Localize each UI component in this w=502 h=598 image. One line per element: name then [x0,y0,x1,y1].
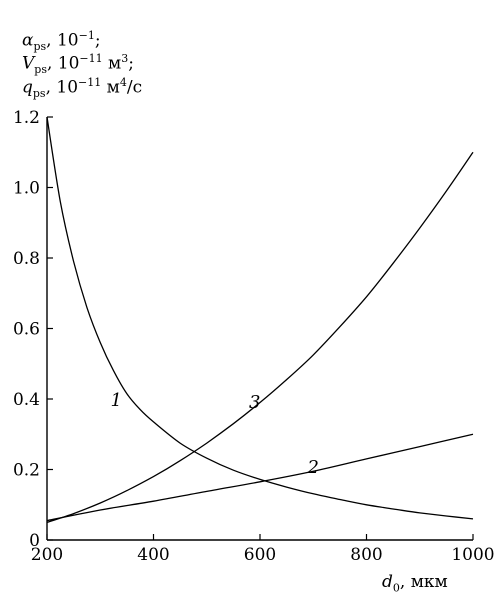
y-axis-label-volume: Vps, 10−11 м3; [22,53,134,75]
xlabel-subscript: 0 [392,581,400,595]
ylabel-symbol: α [22,30,34,51]
xlabel-symbol: d [382,572,393,592]
y-tick-label: 1.2 [13,108,40,128]
y-axis-label-alpha: αps, 10−1; [22,30,101,52]
series-label-1: 1 [110,390,121,411]
y-tick-label: 0.6 [13,320,40,340]
y-tick-label: 0.4 [13,390,40,410]
ylabel-unit: , 10 [46,53,80,74]
ylabel-exponent: −1 [78,29,95,42]
series-label-3: 3 [249,392,260,413]
ylabel-exponent: −11 [78,76,102,89]
ylabel-unit: , 10 [46,30,79,51]
ylabel-unit-end: м [101,77,120,98]
ylabel-subscript: ps [34,63,47,77]
y-axis-label-flow: qps, 10−11 м4/с [22,77,142,99]
series-line-2 [46,433,474,522]
ylabel-symbol: q [22,77,33,98]
y-tick-label: 0 [29,531,40,551]
x-tick-label: 1000 [451,545,494,565]
series-line-1 [46,116,474,520]
ylabel-unit-exponent: 4 [119,76,127,89]
ylabel-unit-tail: ; [128,53,135,74]
x-tick-label: 800 [350,545,382,565]
ylabel-exponent: −11 [79,52,103,65]
ylabel-subscript: ps [32,87,46,101]
ylabel-symbol: V [22,53,35,74]
ylabel-unit-end: ; [94,30,101,51]
x-tick-label: 600 [244,545,276,565]
ylabel-unit-exponent: 3 [121,52,129,65]
x-tick-label: 400 [137,545,169,565]
ylabel-unit-end: м [102,53,122,74]
ylabel-unit: , 10 [45,77,79,98]
xlabel-unit: , мкм [399,572,448,592]
y-tick-label: 1.0 [13,179,40,199]
series-line-3 [46,151,474,524]
y-tick-label: 0.2 [13,461,40,481]
ylabel-subscript: ps [33,40,47,54]
x-tick-label: 200 [31,545,63,565]
y-tick-label: 0.8 [13,249,40,269]
x-axis-label: d0, мкм [382,572,448,594]
series-label-2: 2 [307,457,319,478]
ylabel-unit-tail: /с [126,77,143,98]
